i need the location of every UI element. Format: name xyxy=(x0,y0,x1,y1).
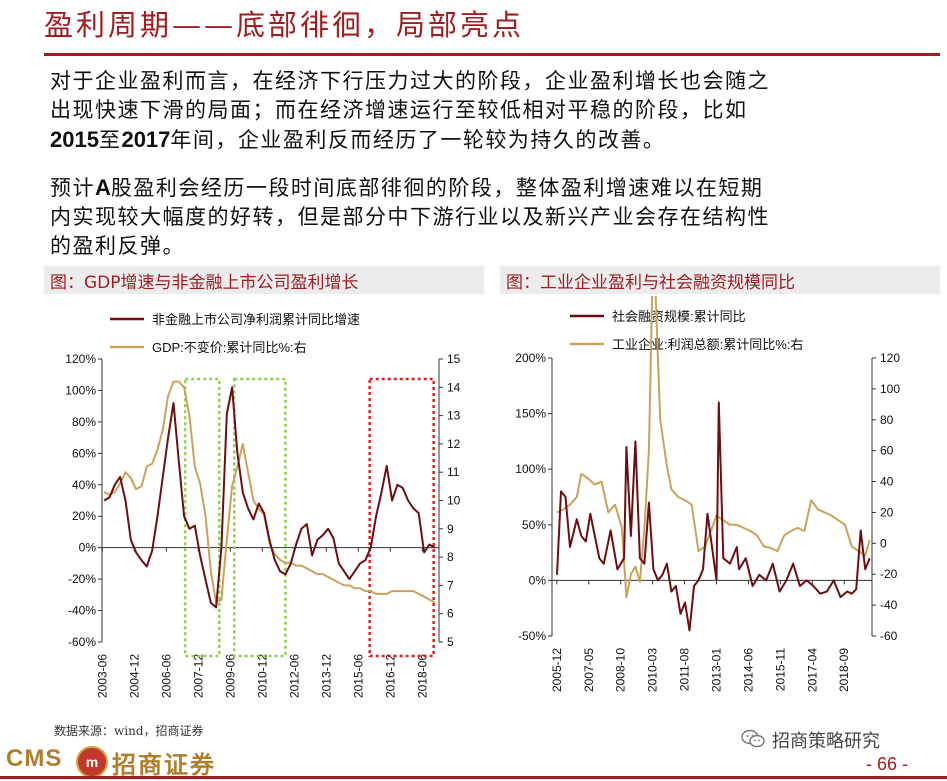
p1-line-2: 出现快速下滑的局面；而在经济增速运行至较低相对平稳的阶段，比如 xyxy=(50,98,748,122)
data-source: 数据来源：wind，招商证券 xyxy=(54,724,204,738)
highlight-box-green xyxy=(232,377,287,658)
x-tick-label: 2003-06 xyxy=(95,654,109,698)
series-line-2 xyxy=(103,380,436,604)
x-tick-label: 2015-11 xyxy=(773,648,787,691)
right-tick-label: 60 xyxy=(880,444,894,458)
right-tick-label: 40 xyxy=(880,475,894,489)
slide-title: 盈利周期——底部徘徊，局部亮点 xyxy=(44,8,525,42)
chart-2-caption-bar xyxy=(500,266,940,294)
right-tick-label: -20 xyxy=(880,567,898,581)
p2-line-1-rest: 股盈利会经历一段时间底部徘徊的阶段，整体盈利增速难以在短期 xyxy=(110,176,764,200)
paragraph-1: 对于企业盈利而言，在经济下行压力过大的阶段，企业盈利增长也会随之 出现快速下滑的… xyxy=(50,67,930,155)
x-tick-label: 2018-09 xyxy=(837,648,851,692)
p1-to: 至 xyxy=(98,128,122,152)
financing-profit-chart: 社会融资规模:累计同比工业企业:利润总额:累计同比%:右200%150%100%… xyxy=(515,296,900,692)
x-tick-label: 2010-03 xyxy=(646,648,660,692)
cms-logo-icon: m xyxy=(76,746,108,778)
paragraph-2: 预计A股盈利会经历一段时间底部徘徊的阶段，整体盈利增速难以在短期 内实现较大幅度… xyxy=(50,173,930,261)
right-tick-label: 0 xyxy=(880,536,887,550)
right-tick-label: 80 xyxy=(880,413,894,427)
left-tick-label: 150% xyxy=(515,407,546,421)
x-tick-label: 2004-12 xyxy=(127,654,141,698)
a-share: A xyxy=(95,175,111,200)
left-tick-label: 120% xyxy=(65,352,96,366)
right-tick-label: 6 xyxy=(447,607,454,621)
page-number: - 66 - xyxy=(866,754,909,774)
right-tick-label: 11 xyxy=(447,465,460,479)
left-tick-label: 50% xyxy=(522,518,546,532)
chart-1-caption: 图：GDP增速与非金融上市公司盈利增长 xyxy=(50,273,359,293)
left-tick-label: 20% xyxy=(72,509,96,523)
chart-1-caption-bar xyxy=(44,266,484,294)
x-tick-label: 2007-12 xyxy=(191,654,205,698)
x-tick-label: 2013-01 xyxy=(710,648,724,692)
x-tick-label: 2006-06 xyxy=(159,654,173,698)
right-tick-label: 14 xyxy=(447,380,461,394)
left-tick-label: 60% xyxy=(72,446,96,460)
x-tick-label: 2011-08 xyxy=(678,648,692,691)
right-tick-label: 15 xyxy=(447,352,461,366)
p2-line-1: 预计A股盈利会经历一段时间底部徘徊的阶段，整体盈利增速难以在短期 xyxy=(50,173,930,203)
x-tick-label: 2017-04 xyxy=(805,648,819,692)
wechat-account-name: 招商策略研究 xyxy=(772,731,880,752)
cms-logo-text: CMS xyxy=(6,745,63,772)
x-tick-label: 2007-05 xyxy=(582,648,596,692)
company-name: 招商证券 xyxy=(112,750,216,779)
x-tick-label: 2010-12 xyxy=(255,654,269,698)
title-divider xyxy=(44,53,940,56)
x-tick-label: 2014-06 xyxy=(741,648,755,692)
x-tick-label: 2012-06 xyxy=(287,654,301,698)
right-tick-label: -40 xyxy=(880,598,898,612)
right-tick-label: 7 xyxy=(447,578,454,592)
p2-line-2: 内实现较大幅度的好转，但是部分中下游行业以及新兴产业会存在结构性 xyxy=(50,205,770,229)
highlight-box-red xyxy=(368,377,435,658)
x-tick-label: 2009-06 xyxy=(223,654,237,698)
x-tick-label: 2015-06 xyxy=(351,654,365,698)
chart-2-caption: 图：工业企业盈利与社会融资规模同比 xyxy=(506,273,795,293)
right-tick-label: 120 xyxy=(880,351,900,365)
right-tick-label: 12 xyxy=(447,437,461,451)
left-tick-label: -50% xyxy=(518,629,546,643)
legend-label-1: 社会融资规模:累计同比 xyxy=(612,309,746,324)
right-tick-label: 8 xyxy=(447,550,454,564)
wechat-icon xyxy=(741,729,765,748)
right-tick-label: 100 xyxy=(880,382,900,396)
left-tick-label: 40% xyxy=(72,478,96,492)
left-tick-label: 80% xyxy=(72,415,96,429)
left-tick-label: 0% xyxy=(79,541,97,555)
year-2015: 2015 xyxy=(50,127,99,152)
p1-line-3-rest: 年间，企业盈利反而经历了一轮较为持久的改善。 xyxy=(170,128,666,152)
footer-divider xyxy=(0,776,947,779)
x-tick-label: 2013-12 xyxy=(319,654,333,698)
series-line-1 xyxy=(556,401,871,632)
x-tick-label: 2008-10 xyxy=(614,648,628,692)
x-tick-label: 2005-12 xyxy=(550,648,564,692)
legend-label-1: 非金融上市公司净利润累计同比增速 xyxy=(152,312,360,327)
legend-label-2: GDP:不变价:累计同比%:右 xyxy=(152,340,307,355)
left-tick-label: 100% xyxy=(515,462,546,476)
left-tick-label: -20% xyxy=(68,572,96,586)
p2-pre: 预计 xyxy=(50,176,95,200)
left-tick-label: -40% xyxy=(68,604,96,618)
left-tick-label: 200% xyxy=(515,351,546,365)
series-line-1 xyxy=(103,386,436,609)
right-tick-label: -60 xyxy=(880,629,898,643)
legend-label-2: 工业企业:利润总额:累计同比%:右 xyxy=(612,337,803,352)
x-tick-label: 2016-12 xyxy=(383,654,397,698)
right-tick-label: 5 xyxy=(447,635,454,649)
p1-line-3: 2015至2017年间，企业盈利反而经历了一轮较为持久的改善。 xyxy=(50,125,930,155)
right-tick-label: 9 xyxy=(447,522,454,536)
left-tick-label: 100% xyxy=(65,383,96,397)
left-tick-label: -60% xyxy=(68,635,96,649)
right-tick-label: 10 xyxy=(447,494,461,508)
year-2017: 2017 xyxy=(121,127,171,152)
right-tick-label: 13 xyxy=(447,409,461,423)
gdp-profit-chart: 非金融上市公司净利润累计同比增速GDP:不变价:累计同比%:右120%100%8… xyxy=(65,312,461,698)
right-tick-label: 20 xyxy=(880,505,894,519)
p2-line-3: 的盈利反弹。 xyxy=(50,234,185,258)
p1-line-1: 对于企业盈利而言，在经济下行压力过大的阶段，企业盈利增长也会随之 xyxy=(50,69,770,93)
x-tick-label: 2018-06 xyxy=(415,654,429,698)
left-tick-label: 0% xyxy=(529,573,547,587)
